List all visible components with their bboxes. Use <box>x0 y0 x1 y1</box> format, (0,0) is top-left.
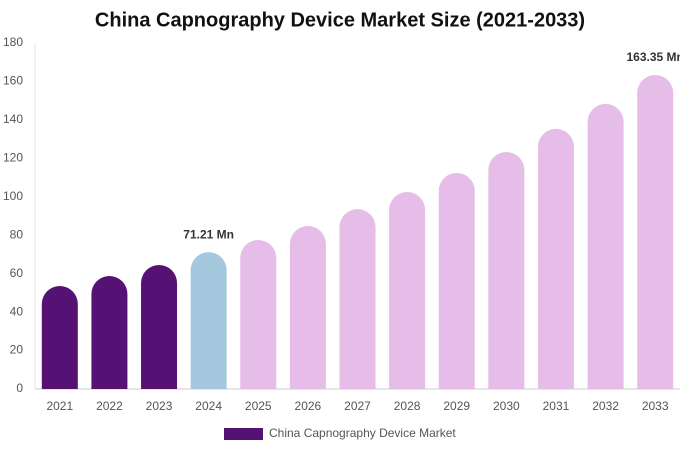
bar <box>91 275 128 389</box>
bar <box>240 240 277 389</box>
y-tick-label: 180 <box>3 35 23 49</box>
bar <box>587 103 624 389</box>
y-tick-label: 160 <box>3 74 23 88</box>
bar <box>537 128 574 389</box>
x-tick-label: 2029 <box>443 399 470 413</box>
bar <box>389 191 426 389</box>
y-tick-label: 20 <box>10 343 24 357</box>
legend-label: China Capnography Device Market <box>269 426 456 440</box>
bar <box>289 225 326 389</box>
bar <box>488 152 525 389</box>
bar <box>438 172 475 389</box>
x-tick-label: 2022 <box>96 399 123 413</box>
x-tick-label: 2031 <box>543 399 570 413</box>
x-tick-label: 2030 <box>493 399 520 413</box>
value-label: 163.35 Mn <box>627 50 680 64</box>
bar <box>41 285 78 389</box>
x-tick-label: 2033 <box>642 399 669 413</box>
y-tick-label: 60 <box>10 266 24 280</box>
x-tick-label: 2024 <box>195 399 222 413</box>
y-tick-label: 0 <box>16 381 23 395</box>
bar <box>637 75 674 389</box>
y-tick-label: 100 <box>3 189 23 203</box>
bar <box>141 265 178 389</box>
y-tick-label: 140 <box>3 112 23 126</box>
value-label: 71.21 Mn <box>183 227 234 241</box>
legend-swatch <box>224 428 263 440</box>
x-tick-label: 2025 <box>245 399 272 413</box>
bar <box>339 209 376 389</box>
y-tick-label: 120 <box>3 151 23 165</box>
x-tick-label: 2027 <box>344 399 371 413</box>
y-tick-label: 80 <box>10 227 24 241</box>
x-tick-label: 2021 <box>46 399 73 413</box>
y-tick-label: 40 <box>10 304 24 318</box>
chart-title: China Capnography Device Market Size (20… <box>95 9 585 31</box>
bar <box>190 252 227 389</box>
x-tick-label: 2023 <box>146 399 173 413</box>
x-tick-label: 2026 <box>295 399 322 413</box>
x-tick-label: 2032 <box>592 399 619 413</box>
x-tick-label: 2028 <box>394 399 421 413</box>
